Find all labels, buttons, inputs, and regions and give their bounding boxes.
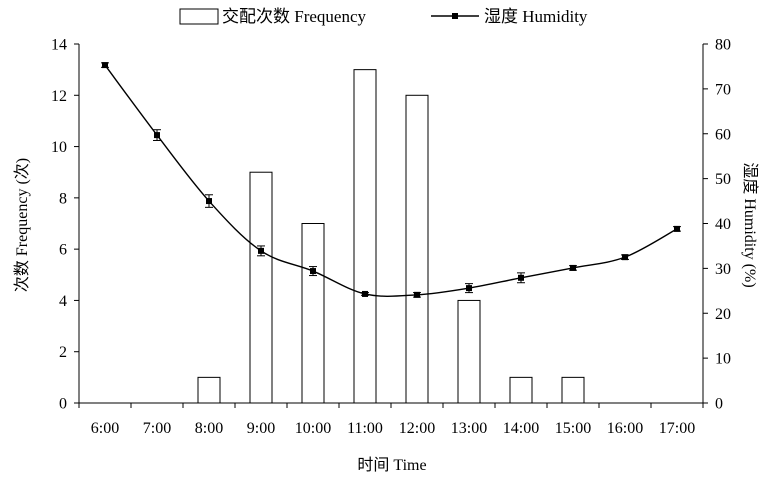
humidity-point [102,62,108,69]
x-tick-label: 10:00 [295,420,331,437]
y-left-tick-label: 4 [59,293,67,310]
frequency-bar [561,376,585,404]
x-tick-label: 15:00 [555,420,591,437]
y-right-tick-label: 0 [715,396,723,413]
x-tick-label: 17:00 [659,420,695,437]
y-right-tick-label: 50 [715,171,731,188]
y-axis-left-title: 次数 Frequency (次) [13,158,31,292]
legend-frequency-swatch [179,8,219,25]
y-right-tick-label: 10 [715,351,731,368]
x-tick-label: 7:00 [143,420,171,437]
y-left-tick-label: 6 [59,242,67,259]
legend-humidity-marker [452,13,458,19]
x-axis-title: 时间 Time [357,456,426,474]
y-left-tick-label: 8 [59,190,67,207]
x-tick-label: 8:00 [195,420,223,437]
x-tick-label: 13:00 [451,420,487,437]
humidity-point [258,247,264,254]
x-tick-label: 11:00 [347,420,383,437]
frequency-bar-series [197,69,585,404]
humidity-point [674,225,680,232]
frequency-bar [197,376,221,404]
y-right-tick-label: 30 [715,261,731,278]
y-right-tick-label: 20 [715,306,731,323]
frequency-bar [249,171,273,404]
x-tick-label: 6:00 [91,420,119,437]
x-tick-label: 14:00 [503,420,539,437]
humidity-point [310,268,316,275]
y-left-tick-label: 14 [51,37,67,54]
y-right-tick-label: 60 [715,126,731,143]
y-left-tick-label: 10 [51,139,67,156]
y-right-tick-label: 40 [715,216,731,233]
legend: 交配次数 Frequency 湿度 Humidity [179,7,588,26]
y-left-tick-label: 0 [59,396,67,413]
humidity-point [362,290,368,297]
humidity-point [466,285,472,292]
humidity-line-series [101,62,681,298]
frequency-bar [353,69,377,404]
frequency-bar [301,223,325,404]
humidity-point [206,198,212,205]
legend-frequency-label: 交配次数 Frequency [222,7,367,26]
humidity-line [104,64,678,297]
y-right-tick-label: 80 [715,37,731,54]
y-left-tick-label: 12 [51,88,67,105]
humidity-point [570,264,576,271]
legend-humidity-label: 湿度 Humidity [484,7,588,26]
humidity-point [414,291,420,298]
frequency-bar [457,299,481,404]
humidity-point [622,254,628,261]
y-axis-right-title: 湿度 Humidity (%) [741,162,759,287]
x-tick-label: 16:00 [607,420,643,437]
y-right-tick-label: 70 [715,81,731,98]
humidity-point [154,132,160,139]
y-left-tick-label: 2 [59,344,67,361]
x-tick-label: 12:00 [399,420,435,437]
x-tick-label: 9:00 [247,420,275,437]
frequency-bar [509,376,533,404]
axes: 0 2 4 6 8 10 12 14 0 10 20 30 40 50 60 70 80 6:00 7:00 8:00… [51,37,731,438]
frequency-bar [405,94,429,404]
humidity-point [518,274,524,281]
